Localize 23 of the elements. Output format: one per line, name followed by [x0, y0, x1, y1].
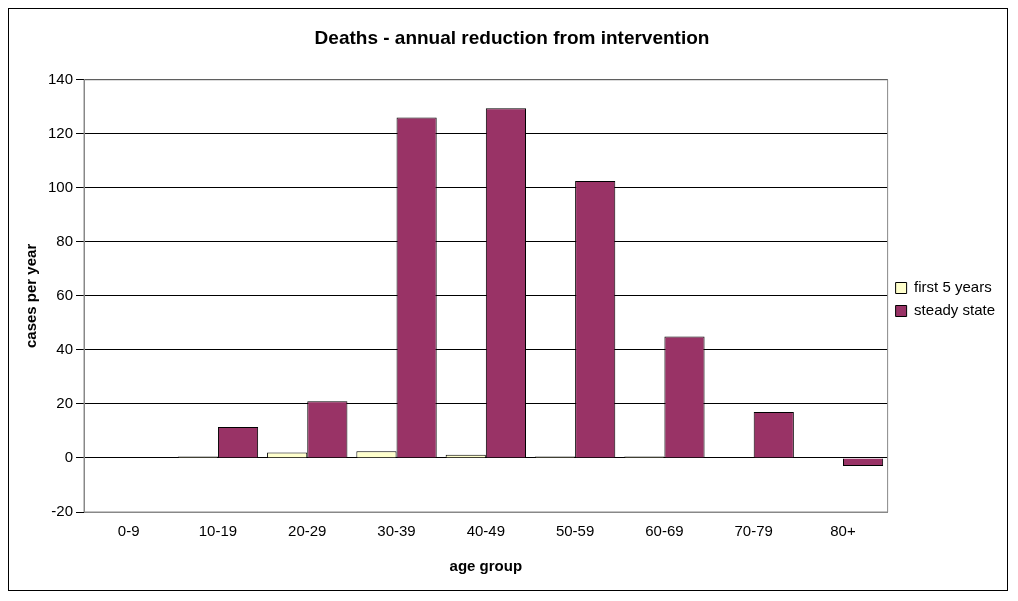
- x-tick-label: 40-49: [466, 522, 506, 540]
- y-tick-label: -20: [51, 502, 74, 520]
- y-axis-title: cases per year: [22, 243, 40, 349]
- x-tick-label: 50-59: [555, 522, 595, 540]
- chart-title: Deaths - annual reduction from intervention: [314, 26, 710, 48]
- y-tick-label: 0: [64, 448, 74, 466]
- legend-label: first 5 years: [914, 278, 992, 296]
- y-tick-label: 140: [48, 69, 74, 87]
- x-tick-label: 30-39: [377, 522, 416, 540]
- y-tick-label: 80: [56, 232, 74, 250]
- x-tick-label: 10-19: [198, 522, 238, 540]
- x-tick-label: 80+: [830, 522, 856, 540]
- legend-label: steady state: [914, 301, 996, 319]
- x-axis-title: age group: [449, 557, 523, 575]
- x-tick-label: 60-69: [645, 522, 684, 540]
- y-tick-label: 120: [48, 123, 74, 141]
- x-tick-label: 0-9: [117, 522, 140, 540]
- y-tick-label: 100: [48, 177, 74, 195]
- y-tick-label: 20: [56, 394, 74, 412]
- x-tick-label: 20-29: [288, 522, 327, 540]
- y-tick-label: 40: [56, 340, 74, 358]
- y-tick-label: 60: [56, 286, 74, 304]
- x-tick-label: 70-79: [734, 522, 773, 540]
